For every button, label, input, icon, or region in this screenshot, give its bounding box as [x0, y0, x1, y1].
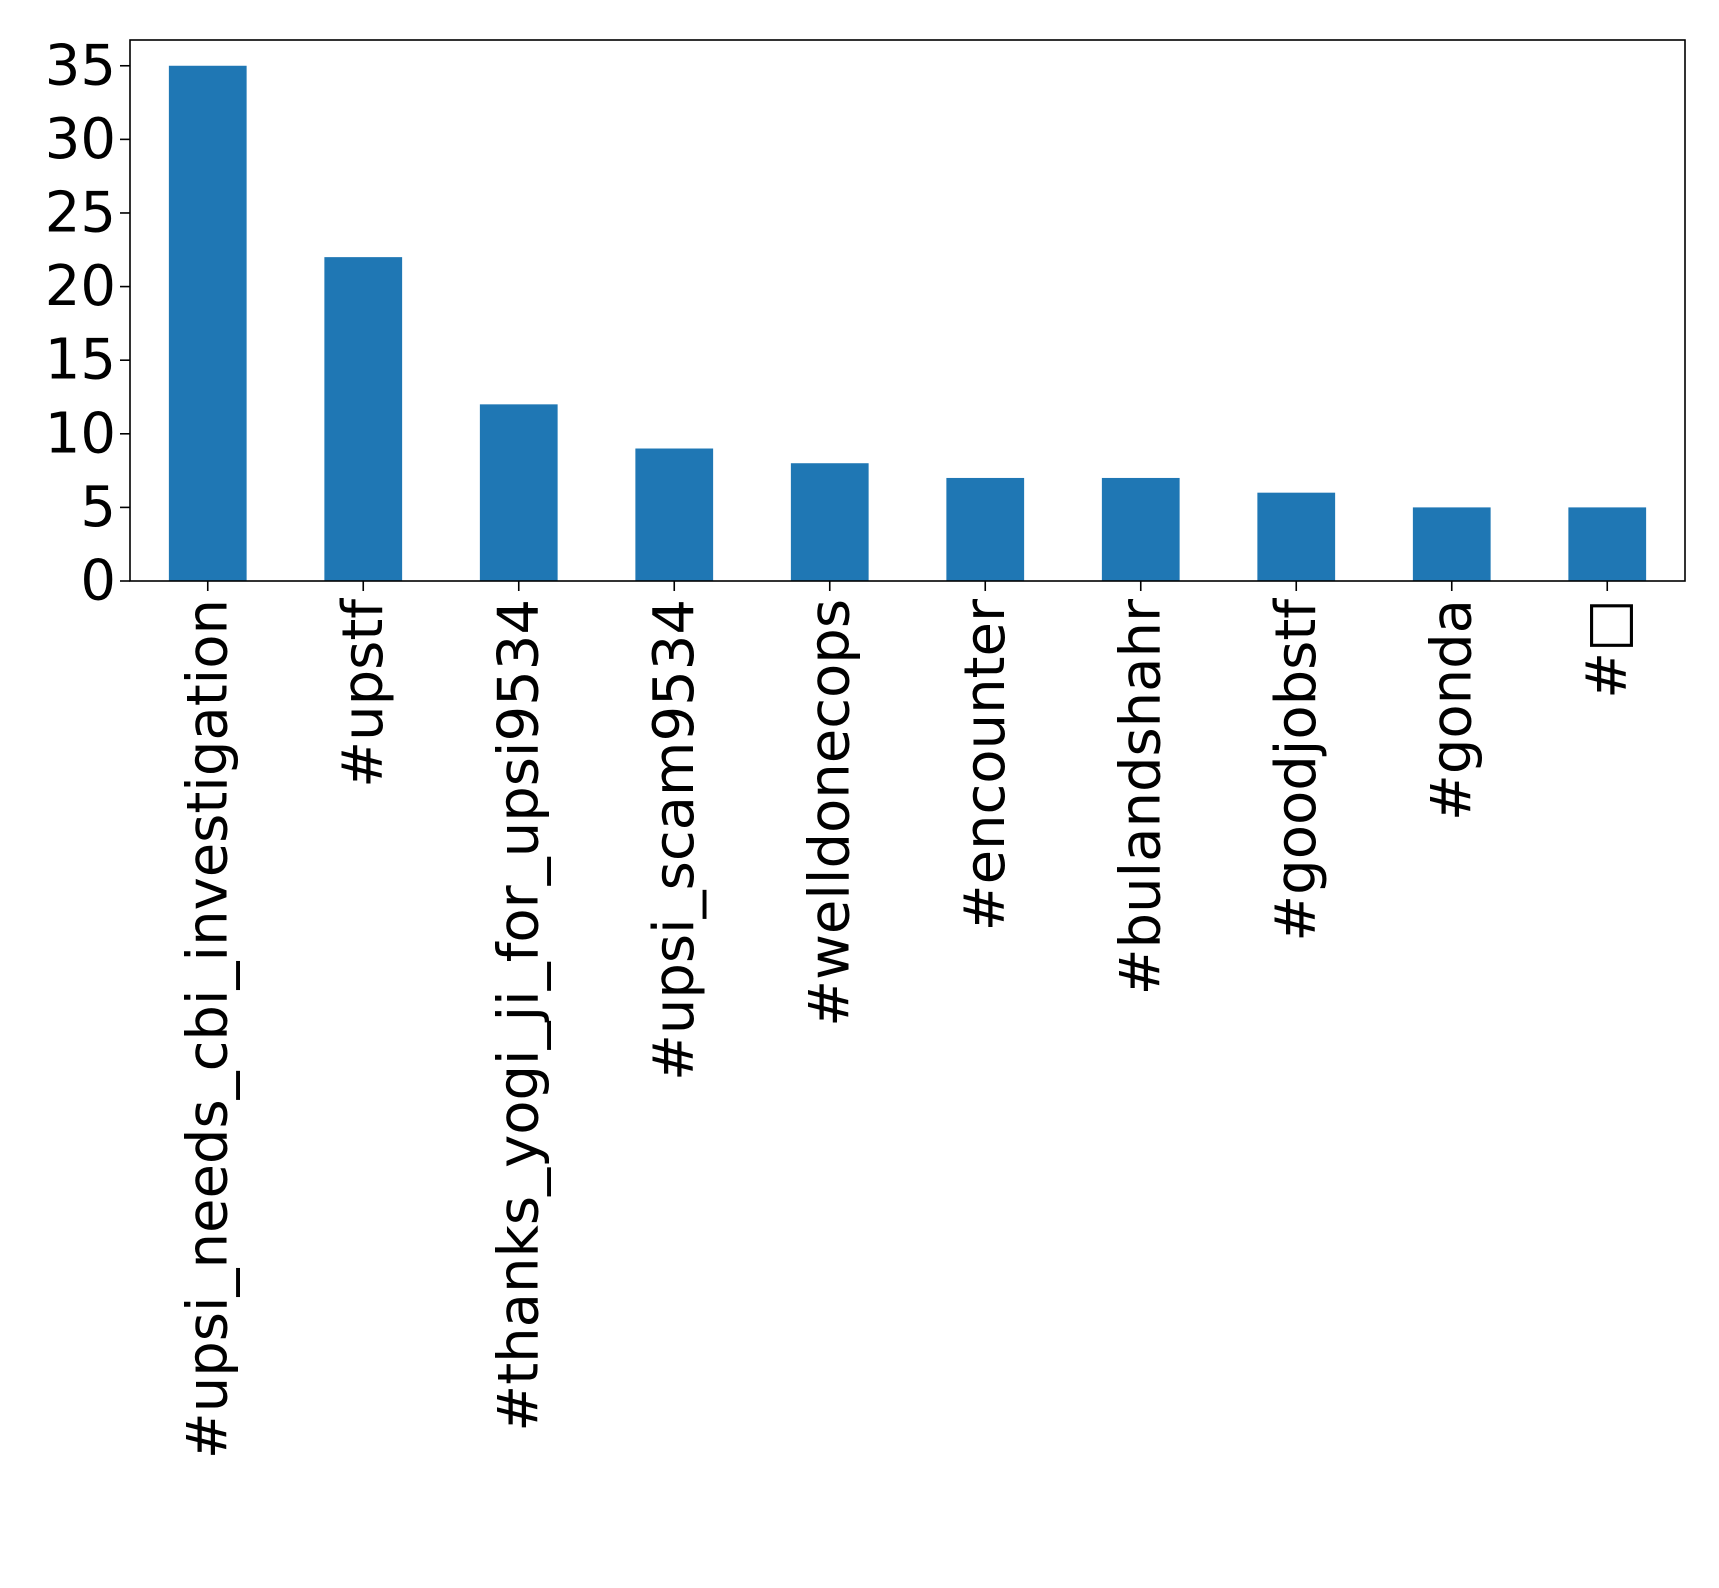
y-tick-label-3: 15: [45, 328, 116, 393]
x-tick-label-3: #upsi_scam9534: [642, 599, 707, 1081]
y-tick-label-7: 35: [45, 33, 116, 98]
x-tick-label-2: #thanks_yogi_ji_for_upsi9534: [486, 599, 551, 1432]
x-tick-label-7: #goodjobstf: [1264, 598, 1329, 942]
bar-7: [1257, 492, 1336, 581]
y-axis: 0 5 10 15 20 25 30 35: [45, 33, 130, 614]
x-tick-label-4: #welldonecops: [797, 599, 862, 1027]
y-tick-label-0: 0: [80, 549, 116, 614]
bar-4: [790, 463, 869, 581]
y-tick-label-6: 30: [45, 107, 116, 172]
y-tick-label-4: 20: [45, 254, 116, 319]
bar-0: [168, 65, 247, 581]
y-tick-label-1: 5: [80, 475, 116, 540]
x-tick-label-1: #upstf: [331, 598, 396, 788]
bar-8: [1412, 507, 1491, 581]
bar-2: [479, 404, 558, 581]
x-tick-label-6: #bulandshahr: [1108, 598, 1173, 995]
bar-1: [324, 257, 403, 581]
bar-9: [1568, 507, 1647, 581]
bar-5: [946, 477, 1025, 581]
x-axis: #upsi_needs_cbi_investigation #upstf #than…: [175, 581, 1640, 1459]
x-tick-label-9: #□: [1575, 599, 1640, 699]
bar-3: [635, 448, 714, 581]
y-tick-label-2: 10: [45, 401, 116, 466]
x-tick-label-0: #upsi_needs_cbi_investigation: [175, 599, 240, 1459]
plot-frame: [129, 39, 1686, 582]
bars-group: [168, 65, 1647, 581]
y-tick-label-5: 25: [45, 180, 116, 245]
x-tick-label-8: #gonda: [1419, 599, 1484, 821]
x-tick-label-5: #encounter: [953, 598, 1018, 931]
bar-6: [1101, 477, 1180, 581]
